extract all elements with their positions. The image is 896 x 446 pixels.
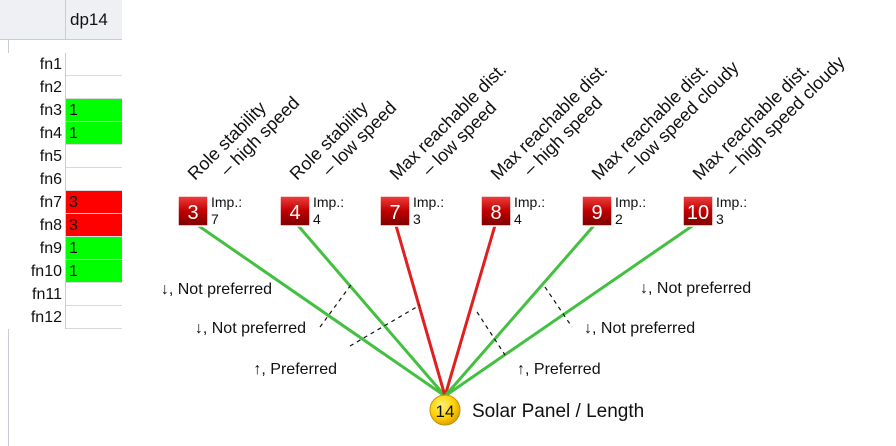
cell-fn12[interactable]: [66, 306, 122, 329]
link-10: [444, 220, 699, 398]
function-id-3: 3: [187, 202, 198, 224]
cell-fn2[interactable]: [66, 76, 122, 99]
function-box-7[interactable]: [379, 195, 411, 227]
importance-label: Imp.:: [615, 194, 646, 210]
link-4: [293, 221, 447, 397]
cell-fn9[interactable]: 1: [66, 237, 122, 260]
cell-fn1[interactable]: [66, 53, 122, 76]
function-title-3: Role stability– high speed: [184, 78, 304, 198]
row-header-fn8[interactable]: fn8: [0, 214, 66, 237]
annotation-group: ↓, Not preferred ↓, Not preferred ↑, Prefe…: [161, 280, 751, 378]
annotation-leader-3: [476, 311, 506, 356]
row-header-fn9[interactable]: fn9: [0, 237, 66, 260]
importance-label: Imp.:: [514, 194, 545, 210]
function-id-4: 4: [289, 202, 300, 224]
function-id-9: 9: [591, 202, 602, 224]
annotation-label-2: ↓, Not preferred: [195, 320, 306, 337]
target-label: Solar Panel / Length: [472, 401, 644, 422]
function-box-8[interactable]: [480, 195, 512, 227]
importance-value: 7: [211, 211, 219, 227]
row-header-fn7[interactable]: fn7: [0, 191, 66, 214]
cell-fn10[interactable]: 1: [66, 260, 122, 283]
annotation-label-4: ↓, Not preferred: [640, 280, 751, 297]
cell-fn5[interactable]: [66, 145, 122, 168]
importance-label: Imp.:: [413, 194, 444, 210]
importance-value: 4: [514, 211, 522, 227]
target-node[interactable]: 14 Solar Panel / Length: [429, 394, 644, 426]
target-circle[interactable]: [429, 394, 461, 426]
importance-label: Imp.:: [313, 194, 344, 210]
annotation-leader-group: [319, 281, 573, 356]
link-7: [393, 221, 447, 397]
column-header[interactable]: dp14: [66, 0, 122, 40]
row-header-fn11[interactable]: fn11: [0, 283, 66, 306]
target-id: 14: [436, 402, 455, 421]
function-title-4: Role stability– low speed: [286, 83, 401, 198]
annotation-leader-4: [544, 286, 573, 328]
function-id-7: 7: [389, 202, 400, 224]
importance-label: Imp.:: [211, 194, 242, 210]
cell-fn7[interactable]: 3: [66, 191, 122, 214]
link-group: [192, 220, 699, 398]
annotation-leader-2: [349, 304, 421, 347]
function-box-9[interactable]: [581, 195, 613, 227]
row-header-fn12[interactable]: fn12: [0, 306, 66, 329]
function-title-9: Max reachable dist.– low speed cloudy: [588, 43, 743, 198]
link-3: [192, 220, 446, 398]
function-id-10: 10: [687, 202, 709, 224]
link-8: [443, 221, 498, 397]
annotation-label-5: ↓, Not preferred: [584, 320, 695, 337]
importance-value: 4: [313, 211, 321, 227]
function-title-10: Max reachable dist.– high speed cloudy: [689, 38, 849, 198]
function-box-10[interactable]: [682, 195, 714, 227]
cell-fn8[interactable]: 3: [66, 214, 122, 237]
annotation-label-6: ↑, Preferred: [517, 361, 601, 378]
importance-label: Imp.:: [716, 194, 747, 210]
row-header-fn3[interactable]: fn3: [0, 99, 66, 122]
function-node-10[interactable]: 10 Imp.:3 Max reachable dist.– high speed …: [682, 38, 849, 227]
importance-value: 3: [413, 211, 421, 227]
function-box-4[interactable]: [279, 195, 311, 227]
row-header-fn1[interactable]: fn1: [0, 53, 66, 76]
function-id-8: 8: [490, 202, 501, 224]
row-header-fn6[interactable]: fn6: [0, 168, 66, 191]
cell-fn11[interactable]: [66, 283, 122, 306]
annotation-label-3: ↑, Preferred: [253, 361, 337, 378]
row-header-fn2[interactable]: fn2: [0, 76, 66, 99]
importance-value: 3: [716, 211, 724, 227]
spreadsheet-panel: dp14 fn1 fn2 fn3 1 fn4 1 fn5 fn6 fn7 3 fn8 3 fn9 1 fn1…: [0, 0, 122, 446]
cell-fn4[interactable]: 1: [66, 122, 122, 145]
sheet-corner: [0, 0, 66, 40]
cell-fn3[interactable]: 1: [66, 99, 122, 122]
importance-value: 2: [615, 211, 623, 227]
annotation-leader-1: [319, 281, 354, 328]
row-header-fn10[interactable]: fn10: [0, 260, 66, 283]
annotation-label-1: ↓, Not preferred: [161, 281, 272, 298]
function-box-3[interactable]: [177, 195, 209, 227]
row-header-fn5[interactable]: fn5: [0, 145, 66, 168]
row-header-fn4[interactable]: fn4: [0, 122, 66, 145]
link-9: [443, 221, 599, 397]
cell-fn6[interactable]: [66, 168, 122, 191]
